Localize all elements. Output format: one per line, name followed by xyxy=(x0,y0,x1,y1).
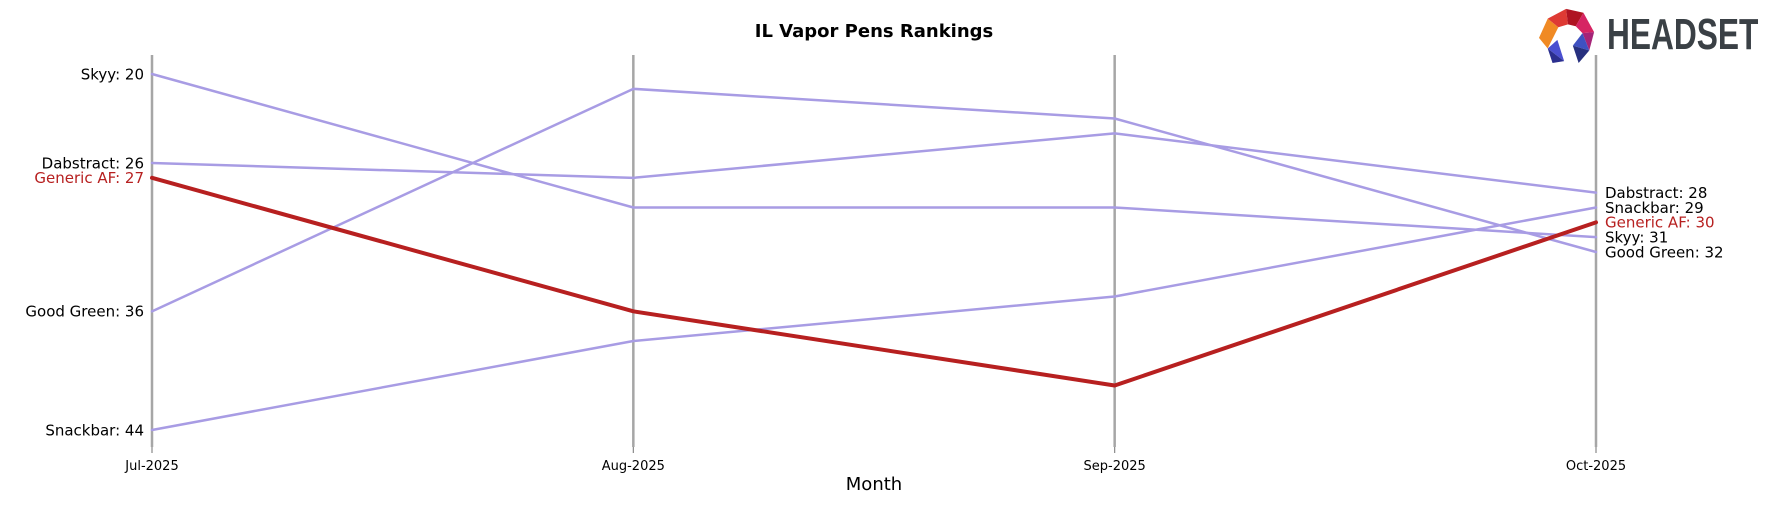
series-line-dabstract xyxy=(150,132,1598,194)
series-line-generic-af xyxy=(150,175,1598,388)
series-end-label-good-green: Good Green: 32 xyxy=(1605,243,1724,261)
series-line-snackbar xyxy=(150,206,1598,432)
series-end-label-skyy: Skyy: 31 xyxy=(1605,228,1668,246)
series-line-skyy xyxy=(150,72,1598,239)
series-line-good-green xyxy=(150,87,1598,313)
series-end-label-snackbar: Snackbar: 29 xyxy=(1605,199,1704,217)
series-start-label-dabstract: Dabstract: 26 xyxy=(42,154,144,172)
headset-logo-icon xyxy=(1539,8,1595,64)
x-tick-label-oct-2025: Oct-2025 xyxy=(1566,459,1626,474)
series-start-label-snackbar: Snackbar: 44 xyxy=(45,421,144,439)
headset-logo: HEADSET xyxy=(1535,7,1759,64)
x-tick-label-jul-2025: Jul-2025 xyxy=(124,459,178,474)
headset-logo-text: HEADSET xyxy=(1607,10,1759,59)
series-start-label-skyy: Skyy: 20 xyxy=(81,65,144,83)
x-axis-title: Month xyxy=(845,474,903,495)
series-end-label-dabstract: Dabstract: 28 xyxy=(1605,184,1707,202)
x-tick-label-sep-2025: Sep-2025 xyxy=(1084,459,1146,474)
series-start-label-good-green: Good Green: 36 xyxy=(25,303,144,321)
series-start-label-generic-af: Generic AF: 27 xyxy=(34,169,144,187)
series-end-label-generic-af: Generic AF: 30 xyxy=(1605,214,1715,232)
x-tick-label-aug-2025: Aug-2025 xyxy=(602,459,665,474)
chart-title: IL Vapor Pens Rankings xyxy=(754,21,994,42)
